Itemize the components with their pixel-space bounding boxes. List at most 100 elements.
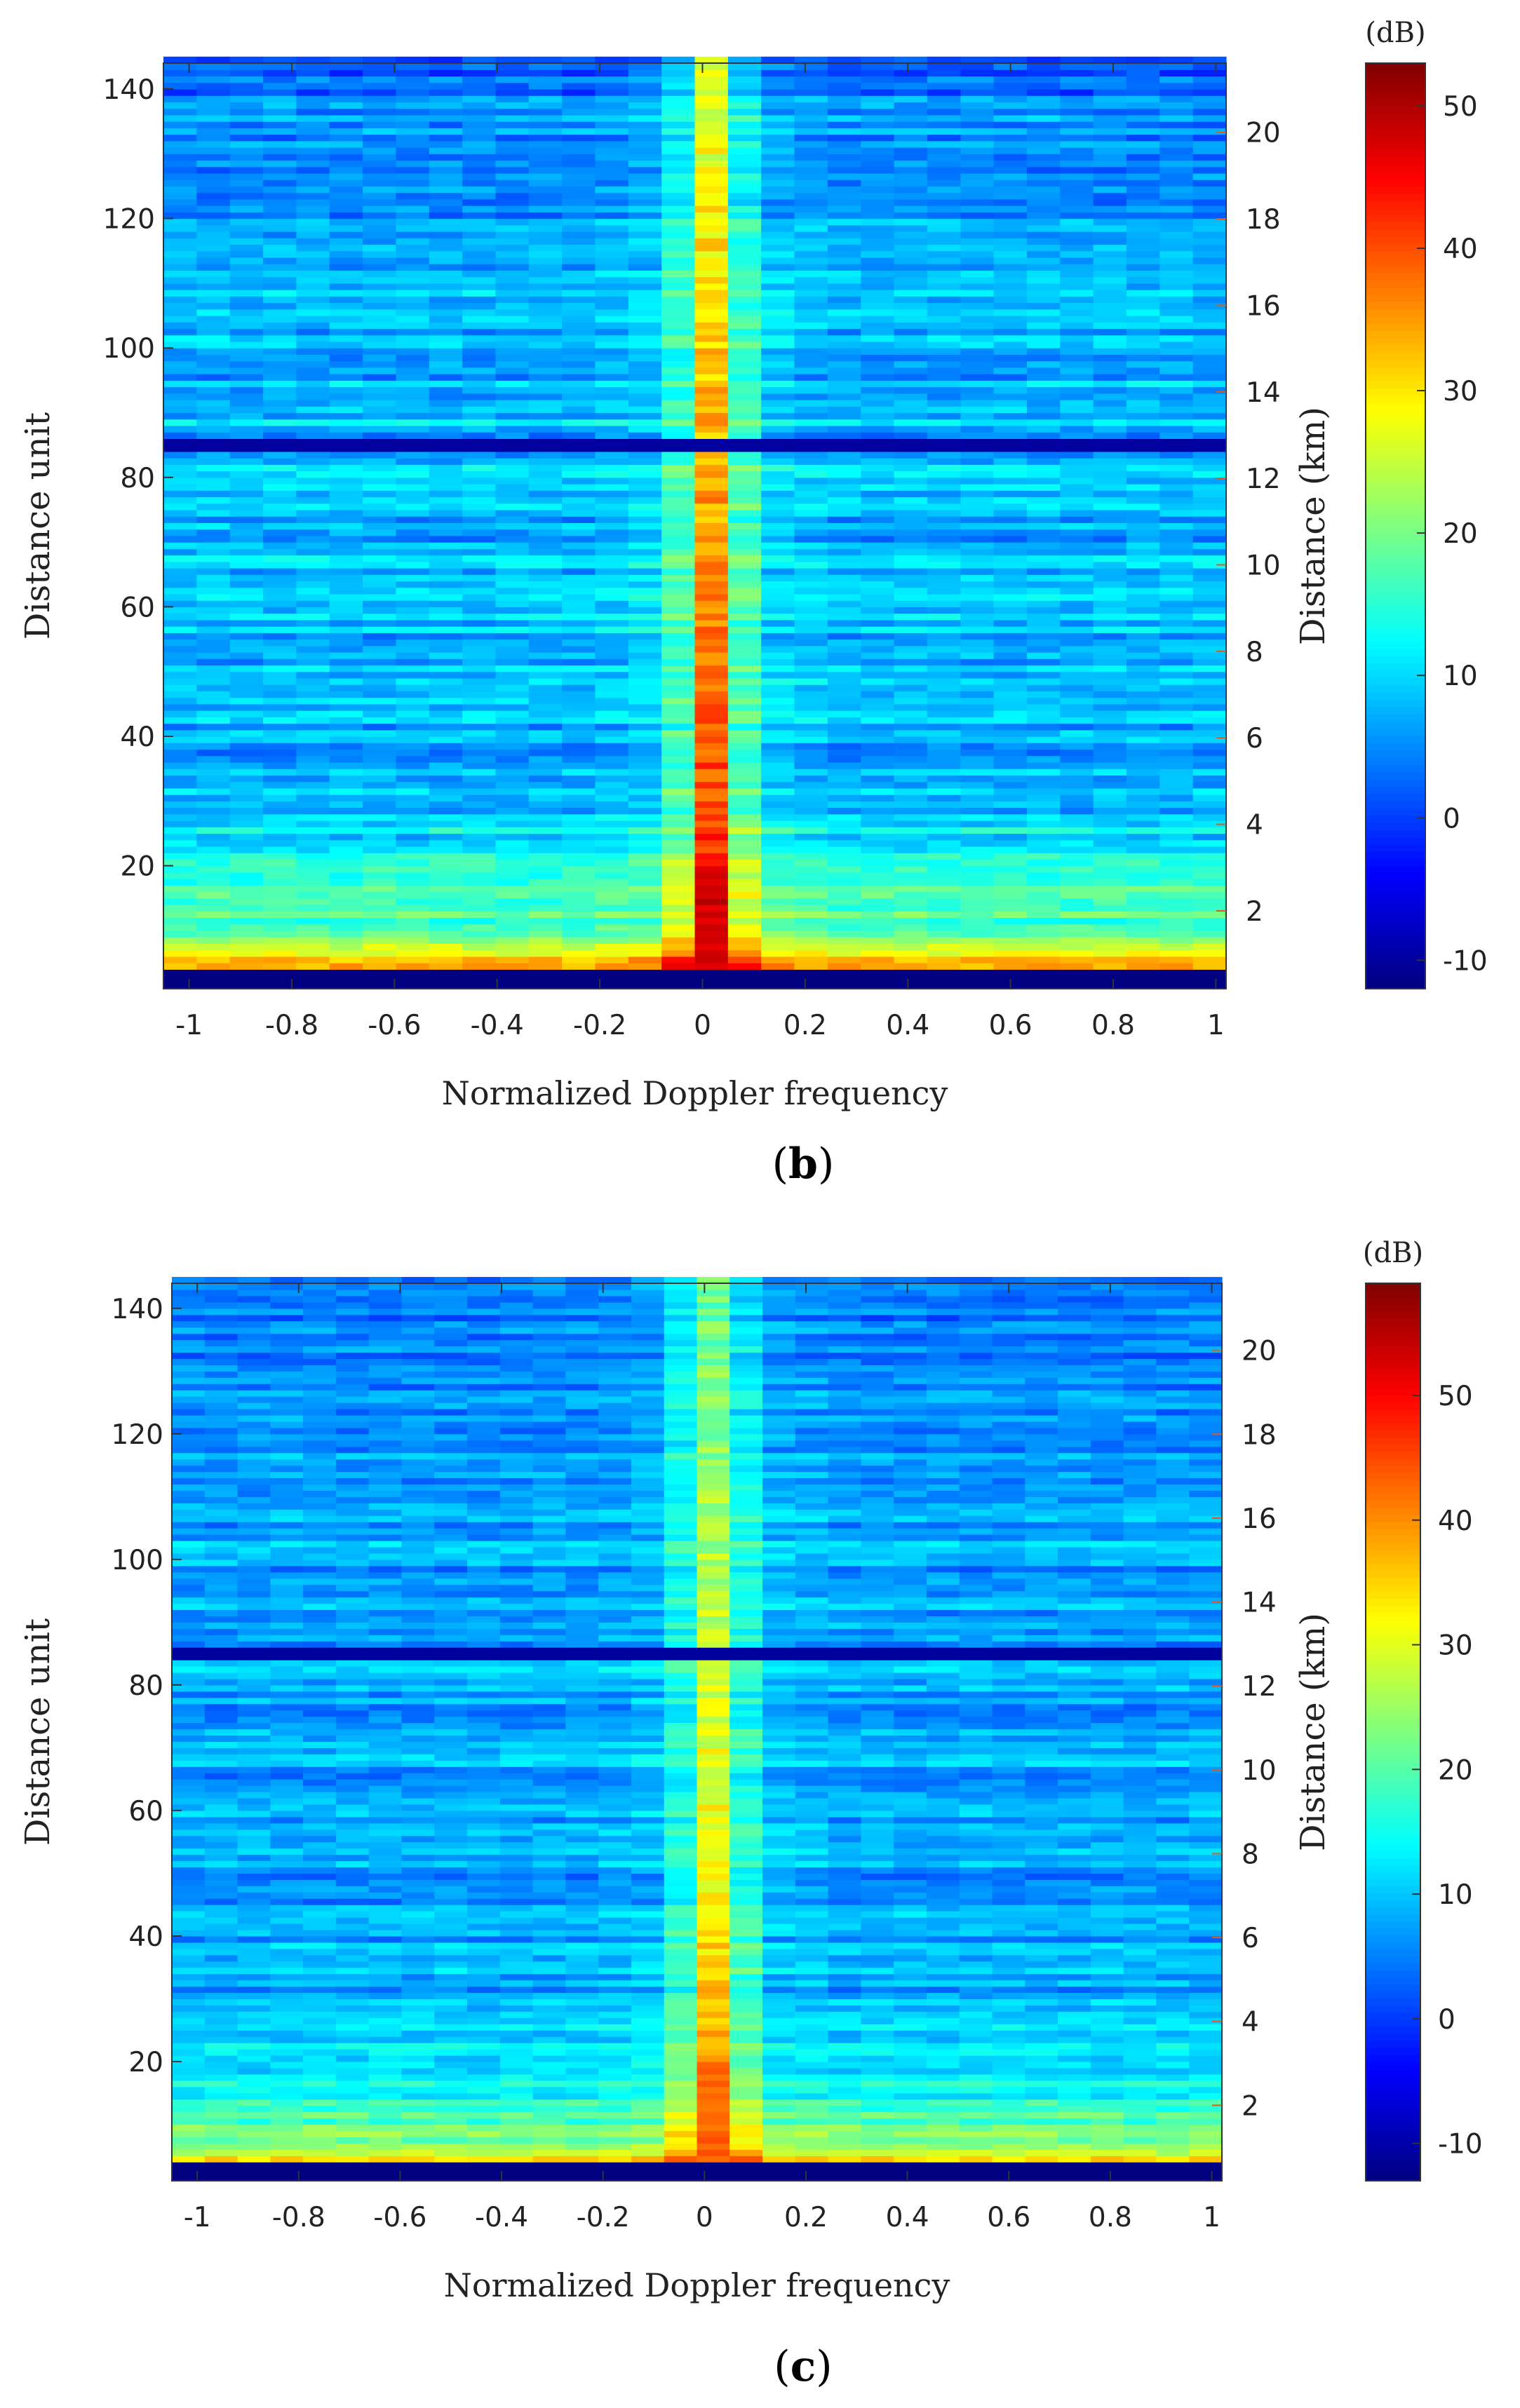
heatmap-cell bbox=[196, 412, 231, 420]
heatmap-cell bbox=[960, 677, 995, 685]
heatmap-cell bbox=[1192, 244, 1227, 252]
y2-tick-label: 10 bbox=[1246, 550, 1281, 582]
heatmap-cell bbox=[595, 471, 629, 478]
heatmap-cell bbox=[528, 937, 563, 944]
heatmap-cell bbox=[661, 963, 696, 970]
heatmap-cell bbox=[1126, 794, 1160, 801]
heatmap-cell bbox=[727, 218, 762, 226]
heatmap-cell bbox=[429, 865, 463, 873]
heatmap-cell bbox=[163, 516, 197, 523]
heatmap-cell bbox=[562, 710, 596, 717]
heatmap-cell bbox=[467, 2162, 501, 2169]
heatmap-cell bbox=[727, 257, 762, 264]
heatmap-cell bbox=[595, 302, 629, 310]
heatmap-cell bbox=[396, 503, 430, 510]
heatmap-cell bbox=[661, 445, 696, 452]
colorbar-swatch bbox=[1366, 157, 1425, 165]
heatmap-cell bbox=[727, 645, 762, 653]
heatmap-cell bbox=[1025, 2156, 1058, 2163]
heatmap-cell bbox=[263, 581, 297, 588]
heatmap-cell bbox=[1192, 794, 1227, 801]
heatmap-cell bbox=[894, 425, 928, 433]
heatmap-cell bbox=[1026, 982, 1061, 989]
heatmap-cell bbox=[761, 496, 795, 504]
heatmap-cell bbox=[270, 2168, 304, 2175]
heatmap-cell bbox=[528, 244, 563, 252]
heatmap-cell bbox=[396, 166, 430, 174]
heatmap-cell bbox=[263, 587, 297, 595]
heatmap-cell bbox=[163, 302, 197, 310]
heatmap-cell bbox=[861, 691, 895, 698]
heatmap-cell bbox=[861, 134, 895, 142]
heatmap-cell bbox=[1060, 872, 1094, 879]
heatmap-cell bbox=[562, 218, 596, 226]
heatmap-cell bbox=[196, 380, 231, 388]
heatmap-cell bbox=[794, 496, 828, 504]
heatmap-cell bbox=[528, 905, 563, 912]
heatmap-cell bbox=[229, 684, 264, 691]
heatmap-cell bbox=[528, 626, 563, 633]
heatmap-cell bbox=[894, 729, 928, 737]
heatmap-cell bbox=[694, 160, 729, 168]
heatmap-cell bbox=[661, 192, 696, 200]
heatmap-cell bbox=[429, 807, 463, 815]
heatmap-cell bbox=[993, 198, 1028, 206]
heatmap-cell bbox=[1093, 400, 1127, 407]
heatmap-cell bbox=[495, 949, 530, 957]
heatmap-cell bbox=[1126, 425, 1160, 433]
heatmap-cell bbox=[528, 775, 563, 783]
heatmap-cell bbox=[761, 853, 795, 860]
heatmap-cell bbox=[296, 555, 330, 562]
heatmap-cell bbox=[761, 898, 795, 905]
heatmap-cell bbox=[694, 677, 729, 685]
heatmap-cell bbox=[329, 69, 363, 77]
heatmap-cell bbox=[628, 316, 662, 323]
heatmap-cell bbox=[1093, 717, 1127, 724]
heatmap-cell bbox=[429, 147, 463, 154]
heatmap-cell bbox=[528, 63, 563, 70]
heatmap-cell bbox=[296, 160, 330, 168]
heatmap-cell bbox=[363, 794, 396, 801]
heatmap-cell bbox=[993, 380, 1028, 388]
heatmap-cell bbox=[1026, 535, 1061, 543]
heatmap-cell bbox=[794, 639, 828, 647]
heatmap-cell bbox=[1093, 445, 1127, 452]
heatmap-cell bbox=[761, 490, 795, 498]
heatmap-cell bbox=[396, 658, 430, 666]
heatmap-cell bbox=[429, 905, 463, 912]
heatmap-cell bbox=[229, 160, 264, 168]
heatmap-cell bbox=[927, 743, 961, 750]
heatmap-cell bbox=[429, 535, 463, 543]
heatmap-cell bbox=[429, 102, 463, 109]
heatmap-cell bbox=[196, 451, 231, 459]
heatmap-cell bbox=[462, 147, 497, 154]
heatmap-cell bbox=[329, 833, 363, 841]
heatmap-cell bbox=[861, 600, 895, 607]
heatmap-cell bbox=[528, 975, 563, 983]
heatmap-cell bbox=[927, 561, 961, 569]
heatmap-cell bbox=[894, 775, 928, 783]
heatmap-cell bbox=[1126, 114, 1160, 122]
heatmap-cell bbox=[661, 859, 696, 867]
heatmap-cell bbox=[727, 879, 762, 886]
heatmap-cell bbox=[296, 975, 330, 983]
heatmap-cell bbox=[628, 250, 662, 258]
heatmap-cell bbox=[595, 154, 629, 161]
heatmap-cell bbox=[263, 445, 297, 452]
heatmap-cell bbox=[329, 568, 363, 575]
heatmap-cell bbox=[495, 328, 530, 336]
heatmap-cell bbox=[1026, 529, 1061, 536]
heatmap-cell bbox=[396, 328, 430, 336]
heatmap-cell bbox=[827, 729, 861, 737]
heatmap-cell bbox=[1159, 438, 1194, 446]
heatmap-cell bbox=[296, 607, 330, 614]
heatmap-cell bbox=[528, 529, 563, 536]
heatmap-cell bbox=[1159, 775, 1194, 783]
heatmap-cell bbox=[628, 813, 662, 821]
heatmap-cell bbox=[329, 509, 363, 517]
heatmap-cell bbox=[1126, 529, 1160, 536]
heatmap-cell bbox=[727, 684, 762, 691]
heatmap-cell bbox=[528, 406, 563, 414]
heatmap-cell bbox=[429, 833, 463, 841]
y2-tick-label: 8 bbox=[1246, 637, 1263, 668]
